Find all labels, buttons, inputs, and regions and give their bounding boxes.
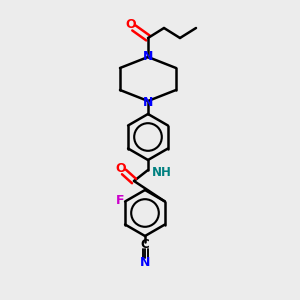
Text: O: O bbox=[126, 19, 136, 32]
Text: N: N bbox=[143, 95, 153, 109]
Text: NH: NH bbox=[152, 166, 172, 178]
Text: C: C bbox=[141, 238, 149, 251]
Text: N: N bbox=[143, 50, 153, 62]
Text: O: O bbox=[116, 161, 126, 175]
Text: N: N bbox=[140, 256, 150, 269]
Text: F: F bbox=[116, 194, 124, 207]
